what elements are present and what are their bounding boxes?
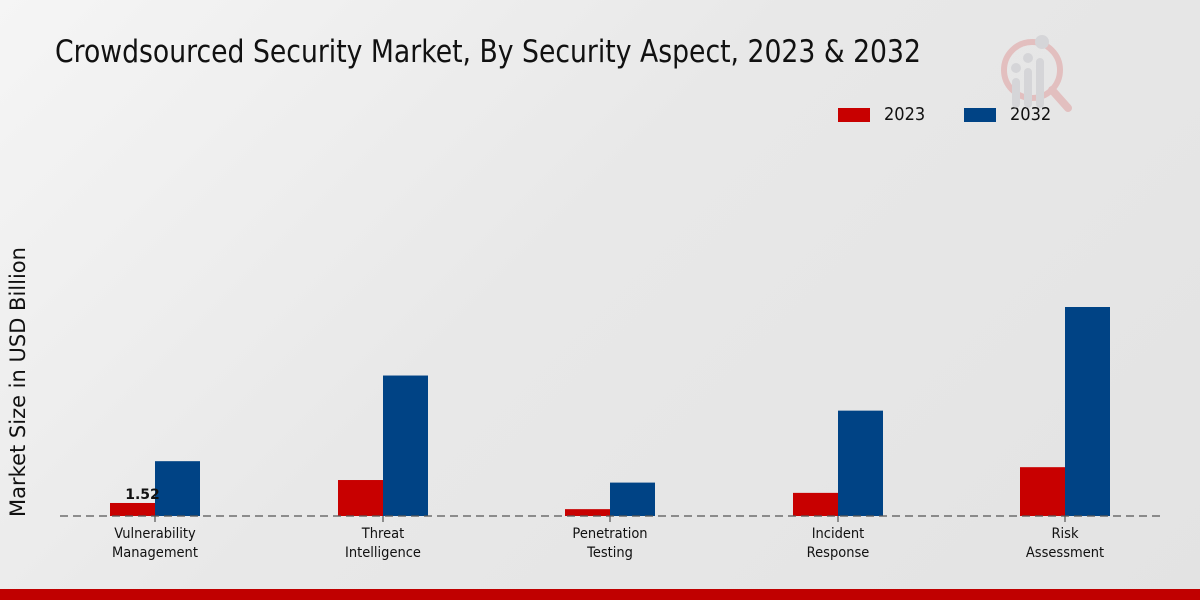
x-tick-label: Risk [1051, 525, 1078, 542]
legend-swatch-2023 [838, 107, 870, 122]
bar-2023-vulnerability-management [110, 502, 155, 516]
bar-2032-vulnerability-management [155, 461, 200, 516]
x-tick-label: Threat [361, 525, 405, 542]
watermark-logo-icon [1001, 35, 1072, 112]
x-tick-label: Incident [812, 525, 865, 542]
chart-title: Crowdsourced Security Market, By Securit… [55, 34, 921, 70]
footer-accent-bar [0, 589, 1200, 600]
x-tick-label: Management [112, 544, 198, 561]
x-tick-label: Assessment [1026, 544, 1105, 561]
x-tick-label: Vulnerability [114, 525, 196, 542]
bar-2032-threat-intelligence [383, 375, 428, 516]
bar-2023-threat-intelligence [338, 480, 383, 516]
x-tick-label: Intelligence [345, 544, 421, 561]
legend: 2023 2032 [838, 104, 1090, 125]
x-tick-label: Response [807, 544, 870, 561]
x-tick-label: Penetration [572, 525, 647, 542]
bar-2023-risk-assessment [1020, 467, 1065, 516]
legend-item-2023: 2023 [838, 104, 930, 125]
bar-2023-penetration-testing [565, 509, 610, 516]
bar-2032-risk-assessment [1065, 307, 1110, 516]
legend-swatch-2032 [963, 107, 996, 122]
bar-2023-incident-response [793, 492, 838, 516]
data-label: 1.52 [125, 487, 160, 503]
legend-label-2032: 2032 [1009, 104, 1052, 125]
bar-2032-incident-response [838, 410, 883, 516]
legend-label-2023: 2023 [884, 104, 926, 125]
x-tick-label: Testing [586, 544, 633, 561]
bar-2032-penetration-testing [610, 482, 655, 516]
legend-item-2032: 2032 [963, 104, 1056, 125]
